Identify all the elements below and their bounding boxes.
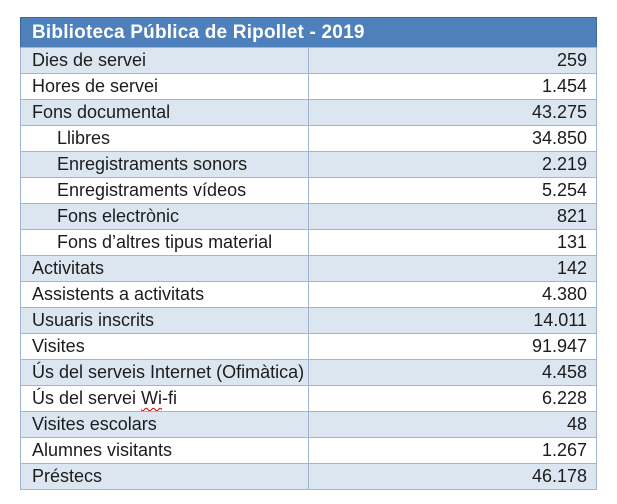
row-value: 48 — [308, 411, 597, 438]
row-value: 14.011 — [308, 307, 597, 334]
row-value: 6.228 — [308, 385, 597, 412]
row-value: 4.380 — [308, 281, 597, 308]
row-value: 1.454 — [308, 73, 597, 100]
table-row: Alumnes visitants 1.267 — [20, 437, 597, 464]
row-label: Fons documental — [20, 99, 309, 126]
row-value: 259 — [308, 47, 597, 74]
row-label: Ús del servei Wi-fi — [20, 385, 309, 412]
table-row: Fons d’altres tipus material 131 — [20, 229, 597, 256]
table-title: Biblioteca Pública de Ripollet - 2019 — [20, 17, 597, 48]
table-row: Ús del servei Wi-fi 6.228 — [20, 385, 597, 412]
table-row: Assistents a activitats 4.380 — [20, 281, 597, 308]
row-value: 91.947 — [308, 333, 597, 360]
row-label: Activitats — [20, 255, 309, 282]
row-label: Usuaris inscrits — [20, 307, 309, 334]
table-row: Usuaris inscrits 14.011 — [20, 307, 597, 334]
row-label: Ús del serveis Internet (Ofimàtica) — [20, 359, 309, 386]
table-row: Hores de servei 1.454 — [20, 73, 597, 100]
row-value: 142 — [308, 255, 597, 282]
row-label: Préstecs — [20, 463, 309, 490]
row-label: Assistents a activitats — [20, 281, 309, 308]
row-value: 131 — [308, 229, 597, 256]
row-value: 2.219 — [308, 151, 597, 178]
row-value: 46.178 — [308, 463, 597, 490]
row-label: Hores de servei — [20, 73, 309, 100]
row-label: Visites — [20, 333, 309, 360]
table-row: Dies de servei 259 — [20, 47, 597, 74]
table-row: Fons electrònic 821 — [20, 203, 597, 230]
table-row: Activitats 142 — [20, 255, 597, 282]
spellcheck-underline: Wi — [141, 388, 163, 408]
row-label: Fons d’altres tipus material — [20, 229, 309, 256]
row-value: 4.458 — [308, 359, 597, 386]
row-label: Enregistraments sonors — [20, 151, 309, 178]
table-row: Préstecs 46.178 — [20, 463, 597, 490]
row-value: 34.850 — [308, 125, 597, 152]
table-row: Enregistraments vídeos 5.254 — [20, 177, 597, 204]
row-value: 1.267 — [308, 437, 597, 464]
row-label: Llibres — [20, 125, 309, 152]
table-row: Llibres 34.850 — [20, 125, 597, 152]
table-row: Visites 91.947 — [20, 333, 597, 360]
row-label: Visites escolars — [20, 411, 309, 438]
row-label: Alumnes visitants — [20, 437, 309, 464]
row-value: 5.254 — [308, 177, 597, 204]
library-stats-table: Biblioteca Pública de Ripollet - 2019 Di… — [20, 17, 597, 490]
row-label: Enregistraments vídeos — [20, 177, 309, 204]
row-value: 821 — [308, 203, 597, 230]
table-row: Enregistraments sonors 2.219 — [20, 151, 597, 178]
row-label: Fons electrònic — [20, 203, 309, 230]
row-label: Dies de servei — [20, 47, 309, 74]
table-row: Fons documental 43.275 — [20, 99, 597, 126]
row-value: 43.275 — [308, 99, 597, 126]
table-title-row: Biblioteca Pública de Ripollet - 2019 — [20, 17, 597, 48]
stats-table-body: Dies de servei 259 Hores de servei 1.454 Fon… — [20, 47, 597, 490]
table-row: Visites escolars 48 — [20, 411, 597, 438]
table-row: Ús del serveis Internet (Ofimàtica) 4.458 — [20, 359, 597, 386]
